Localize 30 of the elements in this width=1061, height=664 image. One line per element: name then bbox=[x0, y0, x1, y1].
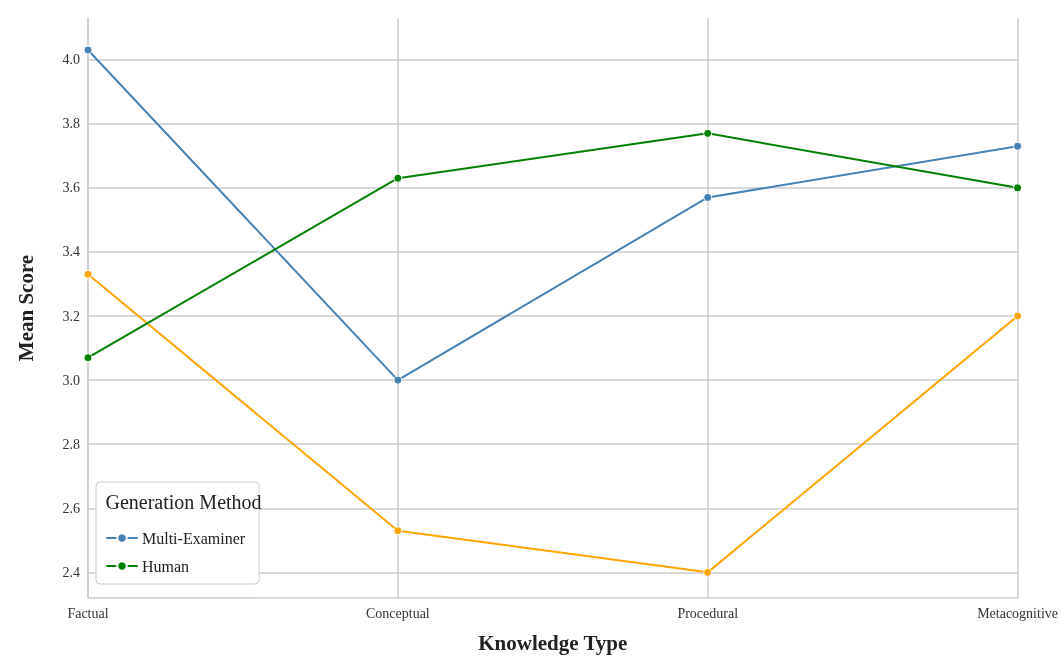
y-tick-label: 3.4 bbox=[62, 244, 80, 260]
point bbox=[83, 269, 93, 279]
y-tick-label: 3.6 bbox=[62, 180, 80, 196]
point bbox=[1013, 183, 1023, 193]
y-tick-label: 3.2 bbox=[62, 308, 80, 324]
point bbox=[83, 45, 93, 55]
x-tick-label: Conceptual bbox=[365, 605, 430, 621]
point bbox=[1013, 311, 1023, 321]
point bbox=[703, 567, 713, 577]
y-tick-label: 3.0 bbox=[62, 372, 80, 388]
y-tick-label: 4.0 bbox=[62, 52, 80, 68]
legend-label: Multi-Examiner bbox=[142, 529, 246, 547]
point bbox=[1013, 141, 1023, 151]
y-axis-title: Mean Score bbox=[13, 254, 38, 362]
point bbox=[393, 375, 403, 385]
y-tick-label: 2.8 bbox=[62, 436, 80, 452]
x-tick-label: Factual bbox=[67, 605, 109, 621]
y-tick-label: 2.6 bbox=[62, 500, 80, 516]
x-tick-label: Procedural bbox=[677, 605, 739, 621]
point bbox=[83, 353, 93, 363]
point bbox=[393, 173, 403, 183]
x-tick-label: Metacognitive bbox=[977, 605, 1059, 621]
point bbox=[393, 526, 403, 536]
legend-label: Human bbox=[142, 557, 190, 575]
point bbox=[703, 192, 713, 202]
y-tick-label: 2.4 bbox=[62, 564, 80, 580]
x-axis-title: Knowledge Type bbox=[478, 630, 628, 655]
legend-title: Generation Method bbox=[105, 490, 262, 513]
point bbox=[703, 128, 713, 138]
y-tick-label: 3.8 bbox=[62, 116, 80, 132]
